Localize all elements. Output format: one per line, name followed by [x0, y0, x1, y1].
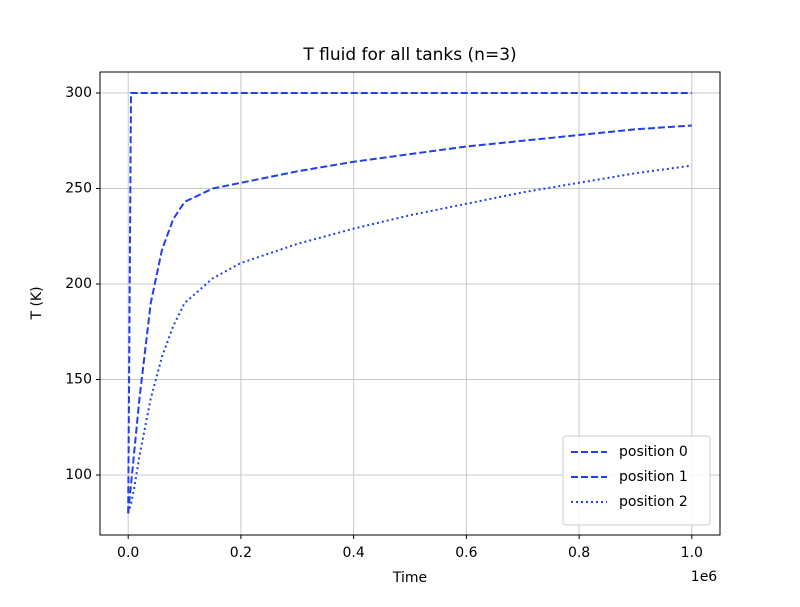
legend-label: position 2 — [619, 494, 688, 510]
y-tick-label: 200 — [65, 276, 92, 292]
y-axis-label: T (K) — [29, 286, 45, 320]
legend-label: position 1 — [619, 469, 688, 485]
x-tick-label: 1.0 — [681, 545, 703, 561]
series-line — [127, 124, 692, 514]
plot-frame — [99, 71, 721, 536]
x-tick-label: 0.0 — [117, 545, 139, 561]
legend-box — [562, 435, 711, 526]
x-tick-label: 0.2 — [230, 545, 252, 561]
y-tick-label: 150 — [65, 372, 92, 388]
x-offset-label: 1e6 — [691, 569, 718, 585]
y-tick-label: 100 — [65, 467, 92, 483]
chart-title: T fluid for all tanks (n=3) — [302, 45, 516, 65]
x-tick-label: 0.6 — [455, 545, 477, 561]
x-axis-label: Time — [392, 570, 427, 586]
y-tick-label: 300 — [65, 85, 92, 101]
x-tick-label: 0.8 — [568, 545, 590, 561]
legend-label: position 0 — [619, 444, 688, 460]
y-tick-label: 250 — [65, 181, 92, 197]
x-tick-label: 0.4 — [343, 545, 365, 561]
series-line — [127, 92, 692, 514]
